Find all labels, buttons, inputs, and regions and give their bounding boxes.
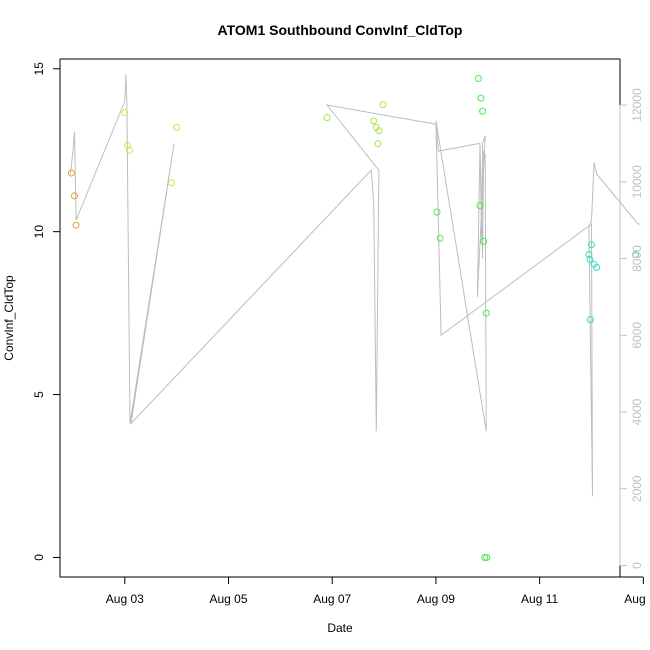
data-point — [126, 146, 133, 154]
x-tick-label: Aug 07 — [313, 592, 351, 606]
x-tick-label: Aug 05 — [209, 592, 247, 606]
data-point — [121, 109, 129, 117]
data-point — [480, 237, 488, 245]
data-point — [632, 251, 640, 258]
data-point — [483, 554, 491, 561]
data-point — [474, 75, 482, 82]
data-point — [482, 309, 490, 317]
data-point — [375, 127, 383, 135]
y-tick-label: 10 — [32, 225, 46, 239]
right-axis-series-line — [69, 74, 641, 497]
data-point — [479, 107, 487, 115]
data-point — [173, 123, 181, 131]
chart-title: ATOM1 Southbound ConvInf_CldTop — [218, 22, 463, 38]
data-point — [585, 251, 593, 258]
right-y-tick-label: 4000 — [630, 398, 644, 425]
data-point — [593, 264, 601, 271]
data-point — [323, 114, 331, 122]
data-point — [477, 94, 485, 102]
data-point — [379, 101, 387, 109]
scatter-points — [67, 75, 640, 561]
y-tick-label: 5 — [32, 391, 46, 398]
right-y-tick-label: 8000 — [630, 245, 644, 272]
y-tick-label: 15 — [32, 62, 46, 76]
x-tick-label: Aug 03 — [106, 592, 144, 606]
x-tick-label: Aug 09 — [417, 592, 455, 606]
plot-frame — [59, 58, 621, 578]
y-axis-label: ConvInf_CldTop — [2, 275, 16, 361]
data-point — [436, 234, 444, 242]
right-y-tick-label: 6000 — [630, 322, 644, 349]
right-y-axis: 0 2000 4000 6000 8000 10000 12000 — [619, 88, 644, 569]
right-y-tick-label: 0 — [630, 562, 644, 569]
data-point — [72, 221, 80, 229]
data-point — [67, 169, 75, 177]
right-y-tick-label: 2000 — [630, 475, 644, 502]
data-point — [370, 117, 378, 125]
right-y-tick-label: 12000 — [630, 88, 644, 122]
x-axis-label: Date — [327, 621, 353, 635]
data-point — [168, 179, 175, 187]
right-y-tick-label: 10000 — [630, 165, 644, 199]
series-line — [69, 74, 641, 497]
data-point — [586, 316, 594, 324]
data-point — [481, 554, 489, 561]
data-point — [586, 255, 594, 263]
data-point — [374, 140, 382, 148]
data-point — [71, 192, 78, 200]
x-axis: Aug 03 Aug 05 Aug 07 Aug 09 Aug 11 Aug 13 — [106, 576, 650, 606]
x-tick-label: Aug 13 — [624, 592, 650, 606]
data-point — [588, 241, 595, 249]
data-point — [433, 208, 441, 216]
x-tick-label: Aug 11 — [521, 592, 558, 606]
data-point — [476, 202, 484, 210]
y-tick-label: 0 — [32, 554, 46, 561]
y-axis: 0 5 10 15 — [32, 62, 61, 561]
